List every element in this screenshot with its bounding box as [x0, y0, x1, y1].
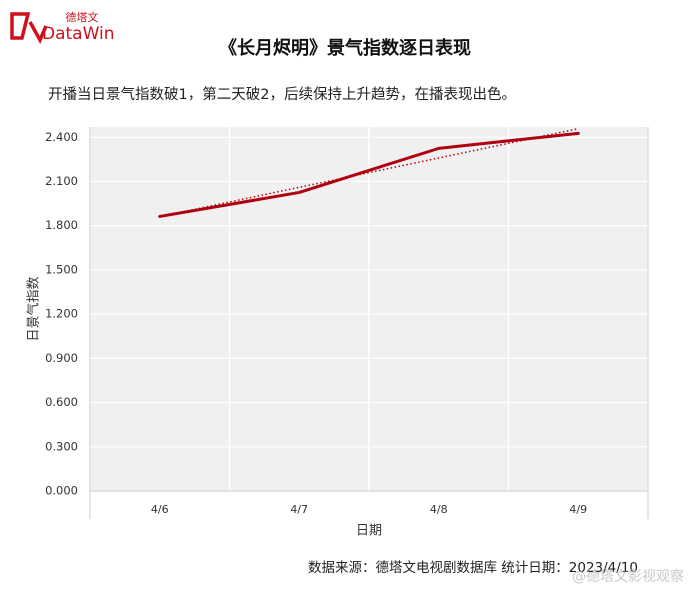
logo: 德塔文 DataWin [10, 10, 115, 44]
x-axis-label: 日期 [356, 524, 382, 539]
x-tick-label: 4/9 [569, 503, 587, 516]
logo-en: DataWin [42, 24, 115, 44]
y-axis-label: 日景气指数 [26, 276, 42, 341]
x-tick-label: 4/7 [290, 503, 308, 516]
series-line [158, 131, 580, 218]
y-tick-label: 1.200 [45, 307, 78, 321]
source: 数据来源：德塔文电视剧数据库 统计日期：2023/4/10 [308, 560, 638, 576]
logo-cn: 德塔文 [66, 10, 99, 24]
y-tick-label: 0.300 [45, 439, 78, 453]
y-tick-label: 0.900 [45, 351, 78, 365]
subtitle: 开播当日景气指数破1，第二天破2，后续保持上升趋势，在播表现出色。 [48, 85, 516, 103]
chart-title: 《长月烬明》景气指数逐日表现 [219, 37, 471, 59]
x-tick-label: 4/6 [151, 503, 169, 516]
y-tick-label: 1.800 [45, 218, 78, 232]
watermark: @德塔文影视观察 [572, 568, 684, 585]
y-tick-label: 2.400 [45, 130, 78, 144]
y-tick-label: 2.100 [45, 174, 78, 188]
trendline [159, 127, 579, 218]
y-tick-label: 1.500 [45, 262, 78, 276]
x-tick-label: 4/8 [430, 503, 448, 516]
logo-icon [10, 12, 48, 44]
y-tick-label: 0.000 [45, 484, 78, 498]
y-tick-label: 0.600 [45, 395, 78, 409]
